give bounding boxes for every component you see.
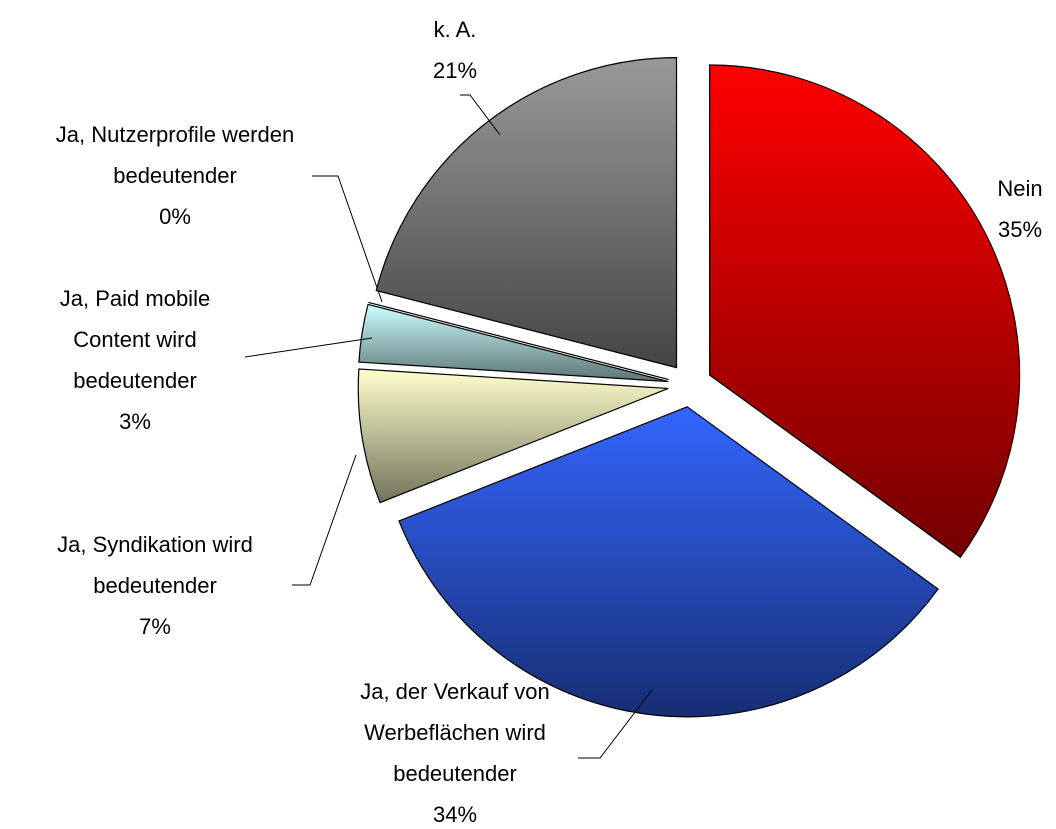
category-label: Ja, der Verkauf von Werbeflächen wird be… (360, 679, 550, 786)
slice-label: Ja, Paid mobile Content wird bedeutender… (45, 278, 225, 442)
value-label: 3% (119, 409, 151, 434)
category-label: Ja, Nutzerprofile werden bedeutender (55, 122, 295, 188)
leader-line (292, 454, 357, 586)
value-label: 0% (159, 204, 191, 229)
slice-label: Ja, Nutzerprofile werden bedeutender 0% (50, 114, 300, 237)
category-label: k. A. (433, 17, 477, 42)
pie-slice (368, 301, 669, 381)
leader-line (312, 175, 383, 303)
slice-shade (358, 304, 669, 382)
slice-shade (709, 65, 1020, 558)
value-label: 7% (139, 614, 171, 639)
value-label: 21% (432, 58, 478, 83)
slice-label: Nein 35% (975, 168, 1056, 250)
value-label: 34% (432, 802, 478, 827)
slice-label: Ja, der Verkauf von Werbeflächen wird be… (340, 671, 570, 829)
value-label: 35% (997, 217, 1043, 242)
leader-line (578, 689, 653, 759)
leader-line (244, 337, 373, 358)
category-label: Ja, Syndikation wird bedeutender (57, 532, 253, 598)
slice-shade (376, 57, 677, 368)
slice-shade (358, 368, 669, 503)
leader-line (460, 94, 501, 136)
slice-label: k. A. 21% (410, 9, 500, 91)
slice-shade (399, 406, 939, 717)
category-label: Nein (997, 176, 1043, 201)
category-label: Ja, Paid mobile Content wird bedeutender (59, 286, 211, 393)
slice-label: Ja, Syndikation wird bedeutender 7% (20, 524, 290, 647)
